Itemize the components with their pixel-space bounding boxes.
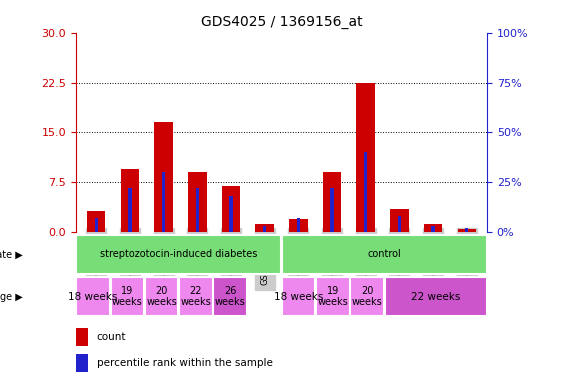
Bar	[390, 209, 409, 232]
Bar	[76, 328, 88, 346]
Text: count: count	[97, 332, 126, 342]
Bar	[385, 277, 486, 316]
Bar	[263, 226, 266, 232]
Bar	[229, 196, 233, 232]
Bar	[465, 228, 468, 232]
Bar	[397, 216, 401, 232]
Text: control: control	[368, 249, 401, 260]
Text: 19
weeks: 19 weeks	[318, 286, 348, 308]
Bar	[282, 277, 315, 316]
Bar	[323, 172, 341, 232]
Text: 18 weeks: 18 weeks	[274, 291, 323, 302]
Text: streptozotocin-induced diabetes: streptozotocin-induced diabetes	[100, 249, 257, 260]
Bar	[76, 354, 88, 372]
Bar	[222, 186, 240, 232]
Bar	[213, 277, 247, 316]
Bar	[297, 218, 300, 232]
Bar	[110, 277, 144, 316]
Text: 18 weeks: 18 weeks	[69, 291, 118, 302]
Bar	[195, 189, 199, 232]
Text: disease state ▶: disease state ▶	[0, 249, 23, 260]
Bar	[179, 277, 213, 316]
Bar	[356, 83, 375, 232]
Bar	[77, 235, 281, 274]
Bar	[162, 172, 166, 232]
Bar	[188, 172, 207, 232]
Bar	[282, 235, 486, 274]
Bar	[256, 224, 274, 232]
Text: 22 weeks: 22 weeks	[411, 291, 461, 302]
Text: 20
weeks: 20 weeks	[146, 286, 177, 308]
Bar	[458, 229, 476, 232]
Bar	[350, 277, 384, 316]
Bar	[431, 226, 435, 232]
Bar	[95, 218, 98, 232]
Bar	[87, 211, 105, 232]
Text: age ▶: age ▶	[0, 291, 23, 302]
Bar	[145, 277, 178, 316]
Bar	[330, 189, 334, 232]
Bar	[289, 219, 307, 232]
Bar	[154, 122, 173, 232]
Bar	[316, 277, 350, 316]
Bar	[364, 152, 368, 232]
Text: 26
weeks: 26 weeks	[215, 286, 245, 308]
Text: 22
weeks: 22 weeks	[181, 286, 211, 308]
Text: 20
weeks: 20 weeks	[352, 286, 382, 308]
Text: 19
weeks: 19 weeks	[112, 286, 143, 308]
Bar	[424, 224, 443, 232]
Text: percentile rank within the sample: percentile rank within the sample	[97, 358, 272, 368]
Bar	[77, 277, 110, 316]
Bar	[128, 189, 132, 232]
Bar	[120, 169, 139, 232]
Title: GDS4025 / 1369156_at: GDS4025 / 1369156_at	[200, 15, 363, 29]
